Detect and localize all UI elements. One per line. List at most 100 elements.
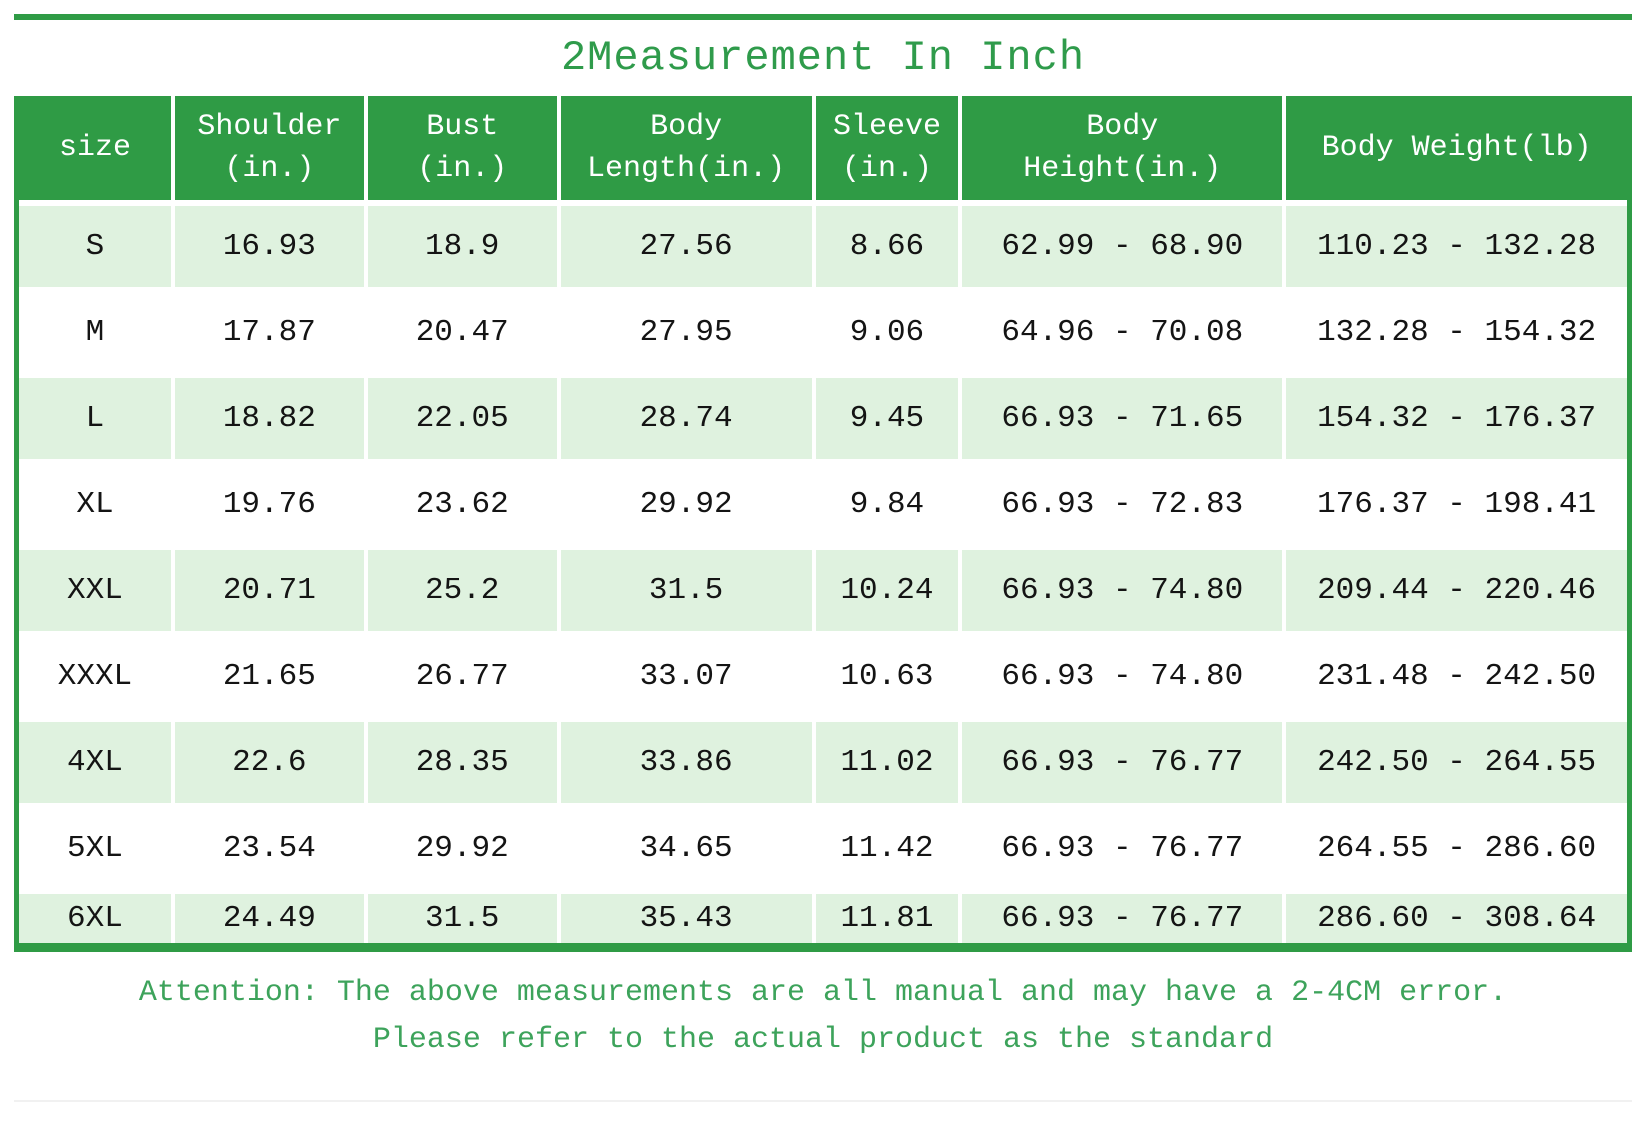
cell-sleeve: 10.63 — [815, 636, 963, 717]
header-cell-body-weight: Body Weight(lb) — [1286, 96, 1627, 200]
header-label-line: Sleeve — [832, 110, 941, 144]
cell-body-height: 62.99 - 68.90 — [962, 206, 1287, 287]
cell-body-weight: 209.44 - 220.46 — [1286, 550, 1627, 631]
header-cell-body-height: Body Height(in.) — [962, 96, 1287, 200]
cell-bust: 29.92 — [367, 808, 561, 889]
table-row-xxl: XXL 20.71 25.2 31.5 10.24 66.93 - 74.80 209.44… — [19, 550, 1627, 636]
header-label-line: (in.) — [417, 152, 508, 186]
header-label-line: Shoulder — [197, 110, 342, 144]
cell-body-height: 66.93 - 71.65 — [962, 378, 1287, 459]
cell-body-height: 66.93 - 72.83 — [962, 464, 1287, 545]
table-row-s: S 16.93 18.9 27.56 8.66 62.99 - 68.90 110.23 -… — [19, 206, 1627, 292]
header-cell-body-length: Body Length(in.) — [560, 96, 816, 200]
cell-body-length: 27.56 — [560, 206, 816, 287]
header-cell-bust: Bust (in.) — [367, 96, 561, 200]
cell-body-weight: 242.50 - 264.55 — [1286, 722, 1627, 803]
header-label-line: (in.) — [841, 152, 932, 186]
cell-bust: 31.5 — [367, 894, 561, 943]
table-row-4xl: 4XL 22.6 28.35 33.86 11.02 66.93 - 76.77 242.5… — [19, 722, 1627, 808]
table-row-xxxl: XXXL 21.65 26.77 33.07 10.63 66.93 - 74.80 231… — [19, 636, 1627, 722]
attention-note-line-1: Attention: The above measurements are al… — [138, 976, 1508, 1010]
cell-size: S — [19, 206, 175, 287]
cell-bust: 18.9 — [367, 206, 561, 287]
cell-size: L — [19, 378, 175, 459]
cell-body-weight: 110.23 - 132.28 — [1286, 206, 1627, 287]
header-label-line: Body Weight(lb) — [1321, 131, 1592, 165]
cell-body-length: 35.43 — [560, 894, 816, 943]
table-row-5xl: 5XL 23.54 29.92 34.65 11.42 66.93 - 76.77 264.… — [19, 808, 1627, 894]
bottom-divider — [14, 1100, 1632, 1102]
header-label-line: Body — [1086, 110, 1159, 144]
cell-body-height: 66.93 - 74.80 — [962, 636, 1287, 717]
cell-size: 4XL — [19, 722, 175, 803]
cell-bust: 23.62 — [367, 464, 561, 545]
cell-sleeve: 9.84 — [815, 464, 963, 545]
title-area: 2Measurement In Inch — [14, 20, 1632, 96]
header-cell-sleeve: Sleeve (in.) — [815, 96, 963, 200]
cell-size: XXL — [19, 550, 175, 631]
cell-bust: 20.47 — [367, 292, 561, 373]
cell-shoulder: 16.93 — [174, 206, 368, 287]
cell-body-weight: 154.32 - 176.37 — [1286, 378, 1627, 459]
attention-note-line-2: Please refer to the actual product as th… — [372, 1023, 1274, 1057]
cell-shoulder: 19.76 — [174, 464, 368, 545]
cell-body-weight: 286.60 - 308.64 — [1286, 894, 1627, 943]
cell-body-height: 66.93 - 76.77 — [962, 722, 1287, 803]
header-label-line: size — [58, 131, 131, 165]
header-cell-size: size — [19, 96, 175, 200]
table-body: S 16.93 18.9 27.56 8.66 62.99 - 68.90 110.23 -… — [19, 206, 1627, 943]
cell-bust: 26.77 — [367, 636, 561, 717]
header-label-line: (in.) — [224, 152, 315, 186]
cell-shoulder: 17.87 — [174, 292, 368, 373]
cell-body-length: 27.95 — [560, 292, 816, 373]
header-label-line: Body — [650, 110, 723, 144]
header-cell-shoulder: Shoulder (in.) — [174, 96, 368, 200]
table-row-l: L 18.82 22.05 28.74 9.45 66.93 - 71.65 154.32 … — [19, 378, 1627, 464]
cell-sleeve: 9.45 — [815, 378, 963, 459]
cell-body-length: 34.65 — [560, 808, 816, 889]
top-border-line — [14, 14, 1632, 20]
cell-body-length: 31.5 — [560, 550, 816, 631]
cell-body-length: 28.74 — [560, 378, 816, 459]
cell-size: 5XL — [19, 808, 175, 889]
size-table: size Shoulder (in.) Bust (in.) Body Length(in.… — [14, 96, 1632, 952]
table-row-m: M 17.87 20.47 27.95 9.06 64.96 - 70.08 132.28 … — [19, 292, 1627, 378]
cell-body-weight: 231.48 - 242.50 — [1286, 636, 1627, 717]
attention-notes: Attention: The above measurements are al… — [14, 952, 1632, 1070]
cell-sleeve: 11.42 — [815, 808, 963, 889]
cell-body-height: 64.96 - 70.08 — [962, 292, 1287, 373]
size-chart-card: 2Measurement In Inch size Shoulder (in.) Bu… — [14, 14, 1632, 1102]
cell-body-weight: 132.28 - 154.32 — [1286, 292, 1627, 373]
cell-body-length: 33.86 — [560, 722, 816, 803]
cell-body-weight: 176.37 - 198.41 — [1286, 464, 1627, 545]
cell-shoulder: 20.71 — [174, 550, 368, 631]
cell-size: XL — [19, 464, 175, 545]
cell-bust: 25.2 — [367, 550, 561, 631]
cell-sleeve: 9.06 — [815, 292, 963, 373]
cell-sleeve: 10.24 — [815, 550, 963, 631]
cell-bust: 22.05 — [367, 378, 561, 459]
table-header-row: size Shoulder (in.) Bust (in.) Body Length(in.… — [19, 96, 1627, 206]
cell-body-weight: 264.55 - 286.60 — [1286, 808, 1627, 889]
cell-body-height: 66.93 - 76.77 — [962, 808, 1287, 889]
page-title: 2Measurement In Inch — [560, 34, 1086, 82]
header-label-line: Length(in.) — [587, 152, 786, 186]
table-row-xl: XL 19.76 23.62 29.92 9.84 66.93 - 72.83 176.37… — [19, 464, 1627, 550]
cell-shoulder: 22.6 — [174, 722, 368, 803]
cell-sleeve: 8.66 — [815, 206, 963, 287]
cell-shoulder: 23.54 — [174, 808, 368, 889]
table-row-6xl: 6XL 24.49 31.5 35.43 11.81 66.93 - 76.77 286.6… — [19, 894, 1627, 943]
cell-shoulder: 18.82 — [174, 378, 368, 459]
cell-shoulder: 21.65 — [174, 636, 368, 717]
cell-bust: 28.35 — [367, 722, 561, 803]
cell-size: 6XL — [19, 894, 175, 943]
cell-body-length: 29.92 — [560, 464, 816, 545]
header-label-line: Bust — [426, 110, 499, 144]
header-label-line: Height(in.) — [1023, 152, 1222, 186]
cell-sleeve: 11.81 — [815, 894, 963, 943]
cell-size: XXXL — [19, 636, 175, 717]
cell-body-height: 66.93 - 74.80 — [962, 550, 1287, 631]
cell-shoulder: 24.49 — [174, 894, 368, 943]
cell-body-height: 66.93 - 76.77 — [962, 894, 1287, 943]
cell-sleeve: 11.02 — [815, 722, 963, 803]
